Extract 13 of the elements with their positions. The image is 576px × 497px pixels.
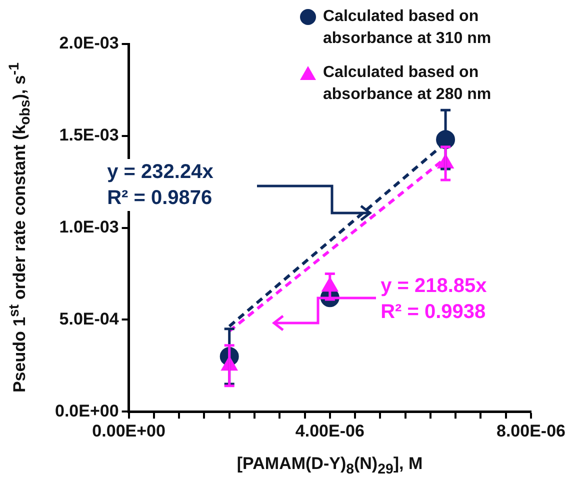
y-tick-label: 1.0E-03 — [59, 217, 119, 236]
annotation: y = 218.85x R² = 0.9938 — [378, 273, 489, 326]
y-tick-label: 5.0E-04 — [59, 309, 120, 328]
legend-label: Calculated based on absorbance at 310 nm — [323, 7, 492, 49]
annotation: y = 232.24x R² = 0.9876 — [105, 159, 216, 212]
x-tick-label: 8.00E-06 — [496, 421, 566, 440]
x-tick-label: 4.00E-06 — [295, 421, 364, 440]
y-tick-label: 0.0E+00 — [54, 401, 119, 420]
x-tick-label: 0.00E+00 — [92, 421, 166, 440]
y-tick-label: 2.0E-03 — [59, 34, 119, 53]
x-axis-title: [PAMAM(D-Y)$_{8}$(N)$_{29}$], M — [236, 454, 423, 477]
legend-label: Calculated based on absorbance at 280 nm — [323, 63, 492, 105]
y-tick-label: 1.5E-03 — [59, 126, 119, 145]
